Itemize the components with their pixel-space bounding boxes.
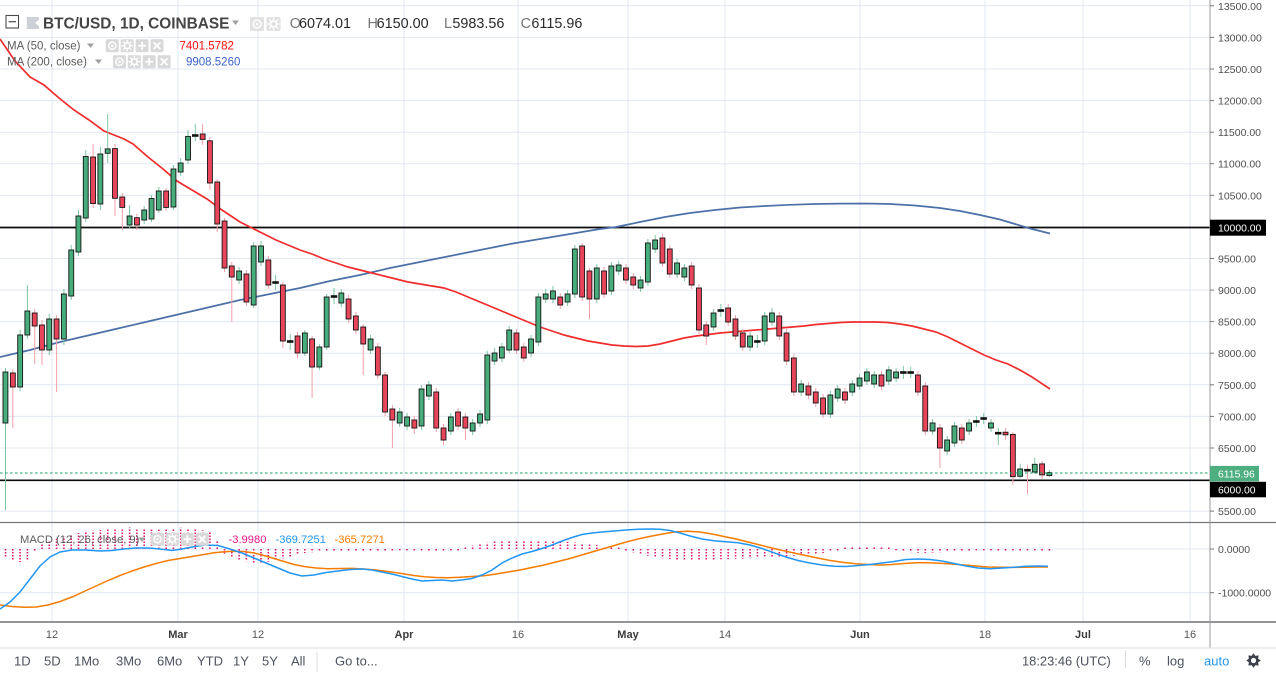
- svg-text:-3.9980: -3.9980: [229, 534, 267, 546]
- svg-text:MACD (12, 26, close, 9): MACD (12, 26, close, 9): [20, 534, 140, 546]
- svg-text:9908.5260: 9908.5260: [186, 56, 240, 68]
- svg-text:9000.00: 9000.00: [1218, 285, 1256, 297]
- svg-text:13000.00: 13000.00: [1218, 32, 1262, 44]
- svg-text:3Mo: 3Mo: [116, 654, 141, 669]
- svg-text:All: All: [291, 654, 306, 669]
- svg-text:7401.5782: 7401.5782: [180, 40, 234, 52]
- svg-text:5D: 5D: [44, 654, 61, 669]
- svg-text:6115.96: 6115.96: [531, 16, 582, 32]
- svg-text:0.0000: 0.0000: [1218, 544, 1250, 556]
- svg-text:C: C: [521, 16, 531, 32]
- svg-text:9500.00: 9500.00: [1218, 254, 1256, 266]
- svg-text:O: O: [290, 16, 301, 32]
- svg-text:5Y: 5Y: [262, 654, 278, 669]
- svg-text:5500.00: 5500.00: [1218, 506, 1256, 518]
- svg-text:18: 18: [979, 629, 991, 641]
- svg-text:6500.00: 6500.00: [1218, 443, 1256, 455]
- svg-text:Mar: Mar: [168, 629, 188, 641]
- svg-text:12: 12: [252, 629, 264, 641]
- svg-text:-1000.0000: -1000.0000: [1218, 588, 1271, 600]
- svg-text:Jun: Jun: [850, 629, 870, 641]
- svg-text:6150.00: 6150.00: [377, 16, 429, 32]
- svg-text:-369.7251: -369.7251: [276, 534, 326, 546]
- svg-text:auto: auto: [1204, 654, 1229, 669]
- svg-text:H: H: [368, 16, 378, 32]
- svg-text:6115.96: 6115.96: [1218, 470, 1255, 481]
- svg-text:6000.00: 6000.00: [1218, 485, 1256, 496]
- svg-text:Apr: Apr: [395, 629, 415, 641]
- svg-text:1Y: 1Y: [233, 654, 249, 669]
- svg-text:MA (50, close): MA (50, close): [7, 40, 81, 52]
- svg-text:11500.00: 11500.00: [1218, 127, 1261, 139]
- svg-text:12: 12: [46, 629, 58, 641]
- svg-text:7000.00: 7000.00: [1218, 411, 1256, 423]
- svg-text:18:23:46 (UTC): 18:23:46 (UTC): [1022, 654, 1111, 669]
- svg-text:BTC/USD, 1D, COINBASE: BTC/USD, 1D, COINBASE: [43, 16, 229, 33]
- svg-text:10500.00: 10500.00: [1218, 190, 1262, 202]
- svg-text:8500.00: 8500.00: [1218, 317, 1256, 329]
- svg-text:8000.00: 8000.00: [1218, 348, 1256, 360]
- svg-text:6074.01: 6074.01: [299, 16, 351, 32]
- svg-text:16: 16: [1184, 629, 1196, 641]
- svg-text:12000.00: 12000.00: [1218, 96, 1262, 108]
- svg-text:16: 16: [512, 629, 524, 641]
- svg-text:Jul: Jul: [1075, 629, 1091, 641]
- svg-text:MA (200, close): MA (200, close): [7, 56, 87, 68]
- svg-text:%: %: [1139, 654, 1151, 669]
- svg-text:May: May: [617, 629, 639, 641]
- svg-text:13500.00: 13500.00: [1218, 1, 1262, 13]
- svg-text:1Mo: 1Mo: [74, 654, 99, 669]
- svg-text:log: log: [1167, 654, 1184, 669]
- svg-text:12500.00: 12500.00: [1218, 64, 1262, 76]
- svg-text:5983.56: 5983.56: [452, 16, 504, 32]
- svg-text:11000.00: 11000.00: [1218, 159, 1261, 171]
- svg-text:10000.00: 10000.00: [1218, 224, 1262, 235]
- svg-text:Go to...: Go to...: [335, 654, 378, 669]
- svg-text:14: 14: [719, 629, 731, 641]
- svg-text:L: L: [444, 16, 452, 32]
- svg-text:7500.00: 7500.00: [1218, 380, 1256, 392]
- svg-text:1D: 1D: [14, 654, 31, 669]
- svg-text:YTD: YTD: [197, 654, 223, 669]
- svg-text:-365.7271: -365.7271: [335, 534, 385, 546]
- svg-text:6Mo: 6Mo: [157, 654, 182, 669]
